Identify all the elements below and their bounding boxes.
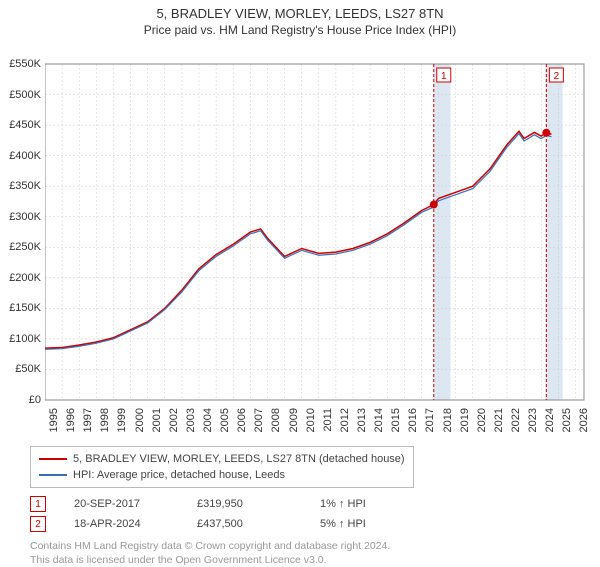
legend-swatch	[39, 474, 67, 476]
x-axis-label: 2000	[134, 408, 146, 432]
y-axis-label: £250K	[9, 241, 41, 253]
y-axis-label: £550K	[9, 58, 41, 70]
x-axis-label: 2011	[322, 408, 334, 432]
legend-swatch	[39, 458, 67, 460]
x-axis-label: 2017	[424, 408, 436, 432]
x-axis-label: 2007	[253, 408, 265, 432]
annotation-price: £437,500	[197, 518, 292, 530]
legend-item: 5, BRADLEY VIEW, MORLEY, LEEDS, LS27 8TN…	[39, 451, 405, 467]
x-axis-label: 1996	[65, 408, 77, 432]
x-axis-label: 1995	[48, 408, 60, 432]
legend-box: 5, BRADLEY VIEW, MORLEY, LEEDS, LS27 8TN…	[30, 446, 414, 488]
x-axis-label: 2025	[561, 408, 573, 432]
x-axis-label: 2010	[305, 408, 317, 432]
x-axis-label: 2002	[168, 408, 180, 432]
annotation-delta: 5% ↑ HPI	[320, 518, 415, 530]
y-axis-label: £400K	[9, 150, 41, 162]
x-axis-label: 1998	[99, 408, 111, 432]
y-axis-label: £300K	[9, 211, 41, 223]
x-axis-label: 2016	[407, 408, 419, 432]
license-line-1: Contains HM Land Registry data © Crown c…	[30, 540, 570, 554]
chart-area: 12 £0£50K£100K£150K£200K£250K£300K£350K£…	[45, 54, 590, 404]
plot-svg: 12	[45, 54, 590, 404]
x-axis-label: 2020	[476, 408, 488, 432]
license-line-2: This data is licensed under the Open Gov…	[30, 554, 570, 567]
license-text: Contains HM Land Registry data © Crown c…	[30, 540, 570, 567]
y-axis-label: £50K	[15, 363, 41, 375]
x-axis-label: 2022	[510, 408, 522, 432]
x-axis-label: 2015	[390, 408, 402, 432]
x-axis-label: 2023	[527, 408, 539, 432]
x-axis-label: 2021	[493, 408, 505, 432]
legend-item: HPI: Average price, detached house, Leed…	[39, 467, 405, 483]
chart-title: 5, BRADLEY VIEW, MORLEY, LEEDS, LS27 8TN	[0, 6, 600, 21]
chart-container: 5, BRADLEY VIEW, MORLEY, LEEDS, LS27 8TN…	[0, 6, 600, 566]
x-axis-label: 2026	[578, 408, 590, 432]
svg-text:1: 1	[441, 71, 447, 82]
legend-label: HPI: Average price, detached house, Leed…	[73, 467, 285, 483]
x-axis-label: 2018	[442, 408, 454, 432]
x-axis-label: 1997	[82, 408, 94, 432]
x-axis-label: 2001	[151, 408, 163, 432]
y-axis-label: £200K	[9, 272, 41, 284]
y-axis-label: £0	[29, 394, 41, 406]
x-axis-label: 2003	[185, 408, 197, 432]
annotation-delta: 1% ↑ HPI	[320, 498, 415, 510]
x-axis-label: 2013	[356, 408, 368, 432]
y-axis-label: £100K	[9, 333, 41, 345]
svg-text:2: 2	[554, 71, 560, 82]
x-axis-label: 2008	[270, 408, 282, 432]
x-axis-label: 1999	[116, 408, 128, 432]
annotation-row: 1 20-SEP-2017 £319,950 1% ↑ HPI	[30, 496, 570, 512]
annotation-table: 1 20-SEP-2017 £319,950 1% ↑ HPI 2 18-APR-2024…	[30, 496, 570, 532]
chart-subtitle: Price paid vs. HM Land Registry's House …	[0, 23, 600, 37]
legend-label: 5, BRADLEY VIEW, MORLEY, LEEDS, LS27 8TN…	[73, 451, 405, 467]
y-axis-label: £450K	[9, 119, 41, 131]
annotation-number: 2	[30, 516, 46, 532]
x-axis-label: 2012	[339, 408, 351, 432]
x-axis-label: 2004	[202, 408, 214, 432]
x-axis-label: 2006	[236, 408, 248, 432]
x-axis-label: 2005	[219, 408, 231, 432]
legend-and-notes: 5, BRADLEY VIEW, MORLEY, LEEDS, LS27 8TN…	[30, 446, 570, 567]
x-axis-label: 2014	[373, 408, 385, 432]
annotation-date: 20-SEP-2017	[74, 498, 169, 510]
x-axis-label: 2019	[459, 408, 471, 432]
x-axis-label: 2009	[288, 408, 300, 432]
annotation-number: 1	[30, 496, 46, 512]
annotation-row: 2 18-APR-2024 £437,500 5% ↑ HPI	[30, 516, 570, 532]
annotation-price: £319,950	[197, 498, 292, 510]
y-axis-label: £500K	[9, 89, 41, 101]
x-axis-label: 2024	[544, 408, 556, 432]
y-axis-label: £150K	[9, 302, 41, 314]
y-axis-label: £350K	[9, 180, 41, 192]
annotation-date: 18-APR-2024	[74, 518, 169, 530]
